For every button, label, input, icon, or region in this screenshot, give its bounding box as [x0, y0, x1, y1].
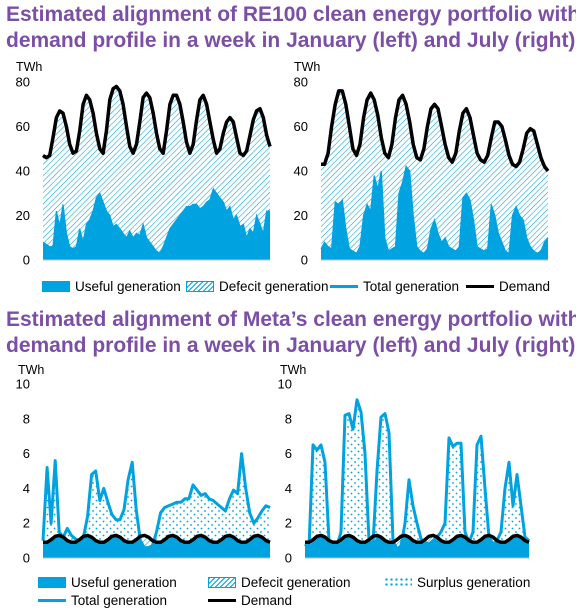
y-tick-label: 4: [23, 481, 30, 496]
y-tick-label: 20: [294, 208, 308, 223]
deficit-generation-area: [43, 86, 270, 254]
y-tick-label: 60: [16, 119, 30, 134]
y-tick-label: 20: [16, 208, 30, 223]
deficit-generation-swatch: [186, 281, 214, 292]
y-unit-label: TWh: [16, 60, 42, 74]
demand-line: [305, 533, 530, 545]
y-tick-label: 0: [23, 551, 30, 566]
y-tick-label: 60: [294, 119, 308, 134]
deficit-generation-swatch: [208, 577, 236, 588]
legend-total-label: Total generation: [363, 279, 460, 294]
y-tick-label: 80: [16, 75, 30, 90]
legend-deficit-label: Defecit generation: [241, 575, 351, 590]
y-tick-label: 40: [294, 164, 308, 179]
bottom-legend-row-1: Useful generation Defecit generation Sur…: [0, 575, 576, 593]
useful-generation-area: [43, 188, 270, 260]
demand-swatch: [208, 598, 236, 603]
surplus-generation-swatch: [384, 577, 412, 588]
y-tick-label: 0: [301, 253, 308, 268]
y-tick-label: 8: [285, 411, 292, 426]
y-tick-label: 6: [285, 446, 292, 461]
y-unit-label: TWh: [280, 363, 306, 377]
demand-line: [43, 533, 271, 545]
legend-useful-generation: Useful generation: [42, 279, 181, 294]
y-tick-label: 6: [23, 446, 30, 461]
legend-total-generation: Total generation: [38, 593, 167, 608]
demand-line: [321, 89, 550, 173]
y-tick-label: 8: [23, 411, 30, 426]
y-tick-label: 10: [278, 377, 292, 392]
y-tick-label: 2: [285, 516, 292, 531]
top-title-line-1: Estimated alignment of RE100 clean energ…: [6, 3, 576, 26]
total-generation-line: [320, 165, 549, 255]
y-tick-label: 4: [285, 481, 292, 496]
top-title: Estimated alignment of RE100 clean energ…: [6, 2, 576, 54]
bottom-title: Estimated alignment of Meta’s clean ener…: [6, 307, 576, 359]
total-generation-line: [42, 187, 270, 255]
y-tick-label: 2: [23, 516, 30, 531]
top-title-line-2: demand profile in a week in January (lef…: [6, 29, 576, 52]
bottom-title-line-2: demand profile in a week in January (lef…: [6, 334, 576, 357]
y-tick-label: 0: [285, 551, 292, 566]
y-tick-label: 10: [16, 377, 30, 392]
top-legend: Useful generation Defecit generation Tot…: [0, 279, 576, 297]
y-unit-label: TWh: [294, 60, 320, 74]
y-tick-label: 0: [23, 253, 30, 268]
legend-demand-label: Demand: [241, 593, 293, 608]
demand-line: [41, 84, 272, 160]
total-generation-swatch: [38, 599, 66, 602]
legend-surplus-label: Surplus generation: [417, 575, 531, 590]
y-unit-label: TWh: [18, 363, 44, 377]
legend-demand: Demand: [466, 279, 550, 294]
legend-useful-label: Useful generation: [71, 575, 177, 590]
deficit-generation-area: [321, 90, 548, 254]
bottom-title-line-1: Estimated alignment of Meta’s clean ener…: [6, 308, 576, 331]
total-generation-line: [304, 398, 530, 551]
surplus-generation-area: [43, 453, 270, 543]
y-tick-label: 40: [16, 164, 30, 179]
y-tick-label: 80: [294, 75, 308, 90]
legend-total-generation: Total generation: [330, 279, 459, 294]
legend-useful-generation: Useful generation: [38, 575, 177, 590]
useful-generation-swatch: [38, 577, 66, 588]
legend-surplus-generation: Surplus generation: [384, 575, 530, 590]
legend-useful-label: Useful generation: [75, 279, 181, 294]
legend-deficit-generation: Defecit generation: [208, 575, 351, 590]
useful-generation-area: [321, 166, 548, 260]
surplus-generation-area: [305, 399, 529, 543]
demand-swatch: [466, 284, 494, 289]
legend-demand: Demand: [208, 593, 292, 608]
bottom-legend-row-2: Total generation Demand: [0, 593, 576, 611]
total-generation-swatch: [330, 285, 358, 288]
legend-deficit-generation: Defecit generation: [186, 279, 329, 294]
legend-demand-label: Demand: [499, 279, 551, 294]
useful-generation-area: [43, 535, 270, 558]
legend-deficit-label: Defecit generation: [219, 279, 329, 294]
useful-generation-swatch: [42, 281, 70, 292]
legend-total-label: Total generation: [71, 593, 168, 608]
useful-generation-area: [305, 535, 529, 558]
